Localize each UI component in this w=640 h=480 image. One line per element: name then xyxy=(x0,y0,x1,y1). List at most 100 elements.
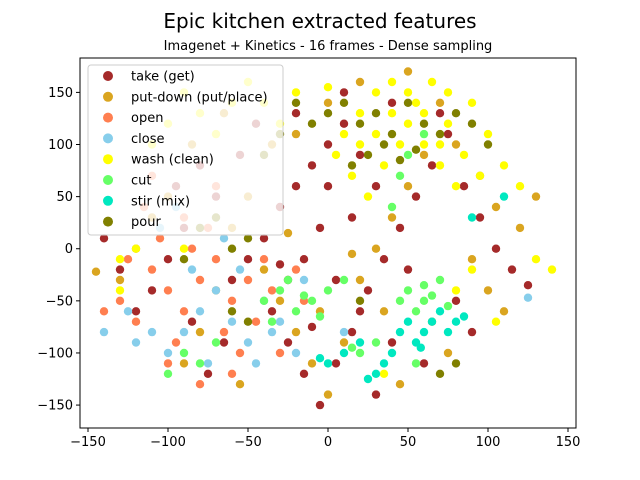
point-pour-28 xyxy=(243,317,253,326)
y-tick-label-6: 150 xyxy=(48,86,73,101)
point-take-53 xyxy=(187,317,197,326)
point-stir-7 xyxy=(451,317,461,326)
point-close-11 xyxy=(203,359,213,368)
point-open-1 xyxy=(163,286,173,295)
point-wash-42 xyxy=(547,265,557,274)
point-put-down-29 xyxy=(323,98,333,108)
point-wash-20 xyxy=(371,129,381,139)
point-take-40 xyxy=(315,223,325,233)
point-pour-17 xyxy=(379,140,389,149)
point-cut-4 xyxy=(323,286,333,295)
point-cut-14 xyxy=(427,291,437,300)
point-cut-5 xyxy=(339,275,349,285)
point-wash-6 xyxy=(435,161,445,170)
point-pour-3 xyxy=(339,98,349,108)
point-wash-18 xyxy=(459,150,469,160)
point-cut-26 xyxy=(355,348,365,358)
point-close-10 xyxy=(131,338,141,347)
point-wash-41 xyxy=(515,182,525,191)
point-wash-25 xyxy=(435,140,445,149)
point-stir-12 xyxy=(339,348,349,358)
point-take-9 xyxy=(227,275,237,285)
point-take-17 xyxy=(379,255,389,264)
point-close-6 xyxy=(147,327,157,337)
point-pour-12 xyxy=(483,140,493,149)
point-stir-2 xyxy=(435,307,445,316)
point-put-down-33 xyxy=(235,380,245,389)
point-open-21 xyxy=(227,369,237,378)
point-put-down-11 xyxy=(403,182,413,191)
point-put-down-5 xyxy=(307,359,317,368)
point-open-27 xyxy=(291,265,301,274)
point-put-down-13 xyxy=(435,98,445,108)
point-wash-11 xyxy=(347,171,357,180)
point-take-23 xyxy=(475,213,485,222)
point-put-down-22 xyxy=(179,359,189,368)
point-cut-28 xyxy=(347,343,357,352)
legend-marker-0 xyxy=(103,71,113,81)
y-tick-label-1: −100 xyxy=(37,346,73,361)
point-pour-11 xyxy=(467,119,477,128)
point-take-24 xyxy=(491,244,501,253)
point-wash-0 xyxy=(339,129,349,139)
y-tick-label-3: 0 xyxy=(65,242,73,257)
point-cut-22 xyxy=(179,348,189,358)
point-cut-9 xyxy=(315,312,325,321)
point-take-46 xyxy=(451,296,461,305)
point-take-31 xyxy=(147,286,157,295)
point-wash-46 xyxy=(443,88,453,97)
point-take-33 xyxy=(115,265,125,274)
point-cut-19 xyxy=(403,150,413,160)
point-take-32 xyxy=(131,307,141,316)
point-cut-12 xyxy=(435,275,445,285)
point-open-20 xyxy=(195,380,205,389)
point-wash-5 xyxy=(419,140,429,149)
point-close-13 xyxy=(187,265,197,274)
x-tick-label-1: −100 xyxy=(150,435,186,450)
point-stir-5 xyxy=(443,327,453,337)
point-take-21 xyxy=(443,129,453,139)
point-cut-13 xyxy=(411,307,421,316)
point-open-19 xyxy=(163,359,173,368)
point-close-20 xyxy=(339,327,349,337)
point-close-8 xyxy=(275,317,285,326)
point-open-0 xyxy=(147,265,157,274)
point-wash-22 xyxy=(403,88,413,97)
point-close-19 xyxy=(267,327,277,337)
point-take-43 xyxy=(331,275,341,285)
point-cut-24 xyxy=(163,369,173,378)
point-close-17 xyxy=(251,359,261,368)
point-put-down-10 xyxy=(387,213,397,222)
point-put-down-28 xyxy=(291,129,301,139)
point-put-down-18 xyxy=(515,223,525,233)
point-take-0 xyxy=(259,234,269,243)
point-put-down-15 xyxy=(467,255,477,264)
legend-marker-2 xyxy=(103,112,113,123)
point-cut-11 xyxy=(419,296,429,305)
point-pour-26 xyxy=(435,369,445,378)
point-wash-43 xyxy=(531,255,541,264)
point-cut-6 xyxy=(267,317,277,326)
chart-subtitle: Imagenet + Kinetics - 16 frames - Dense … xyxy=(164,39,493,54)
point-cut-17 xyxy=(419,281,429,290)
point-put-down-37 xyxy=(491,202,501,212)
point-close-18 xyxy=(123,307,133,316)
point-cut-8 xyxy=(299,291,309,300)
point-pour-27 xyxy=(227,307,237,316)
legend-label-4: wash (clean) xyxy=(131,153,214,168)
point-cut-23 xyxy=(195,359,205,368)
point-wash-9 xyxy=(483,129,493,139)
x-tick-label-5: 100 xyxy=(476,435,501,450)
point-close-0 xyxy=(179,327,189,337)
legend: take (get) put-down (put/place) open close w… xyxy=(87,64,284,236)
point-take-52 xyxy=(203,369,213,378)
point-take-57 xyxy=(347,213,357,222)
point-cut-10 xyxy=(403,286,413,295)
x-tick-label-4: 50 xyxy=(400,435,417,450)
x-tick-label-0: −150 xyxy=(70,435,106,450)
point-put-down-14 xyxy=(451,140,461,149)
point-take-13 xyxy=(315,400,325,410)
point-wash-3 xyxy=(387,77,397,87)
points-layer xyxy=(91,67,557,410)
